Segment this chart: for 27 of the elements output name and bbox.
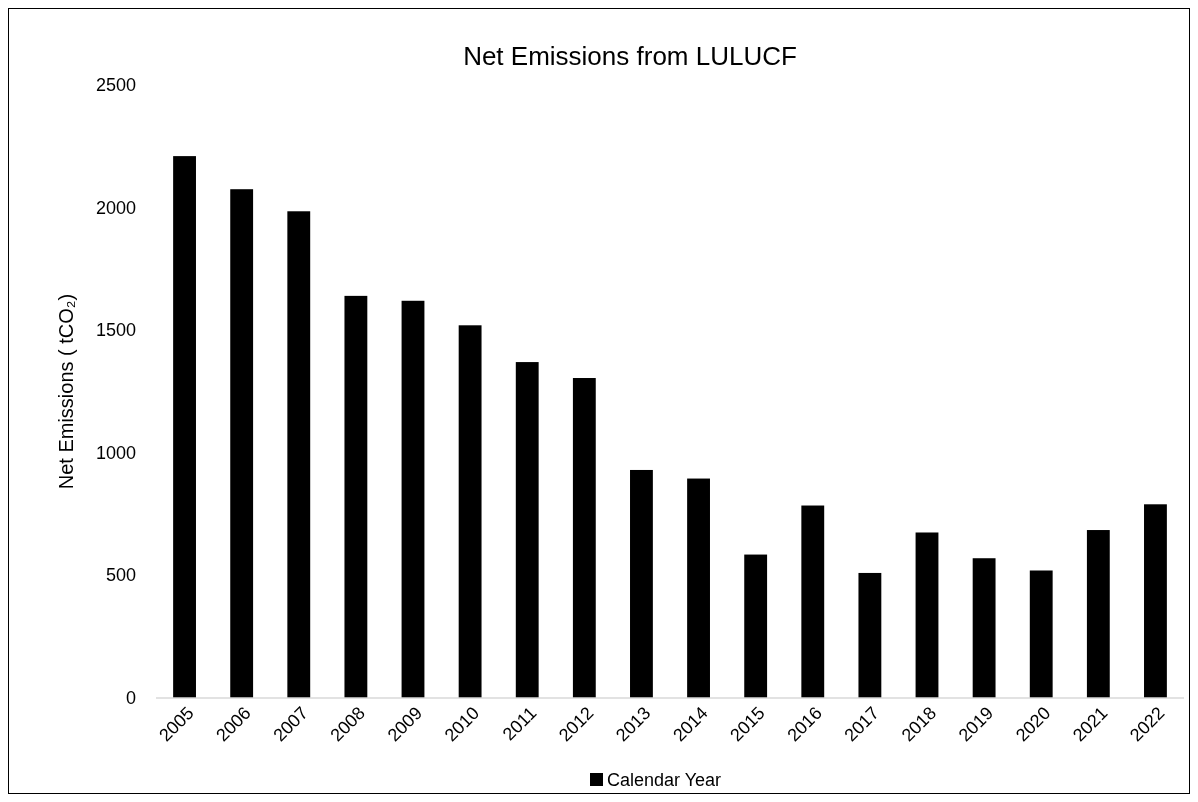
y-tick-label: 1500 [95, 320, 136, 341]
bar [344, 295, 368, 698]
bar [401, 300, 425, 698]
y-tick-label: 2500 [95, 75, 136, 95]
bar [458, 325, 482, 698]
bar [1086, 530, 1110, 698]
bar [972, 558, 996, 698]
y-tick-label: 500 [105, 565, 136, 586]
bar [1029, 570, 1053, 698]
y-tick-label: 2000 [95, 197, 136, 218]
bar [744, 554, 768, 698]
bar [572, 378, 596, 698]
bar [515, 362, 539, 698]
bar [801, 505, 825, 698]
bar [858, 572, 882, 698]
y-tick-label: 0 [125, 688, 136, 708]
bar [1144, 504, 1167, 698]
legend-label: Calendar Year [607, 770, 722, 790]
chart-title: Net Emissions from LULUCF [463, 41, 797, 71]
bar [287, 211, 311, 698]
bar [230, 189, 254, 698]
bar [630, 469, 653, 698]
bar [915, 532, 939, 698]
y-tick-label: 1000 [95, 442, 136, 463]
y-axis-title: Net Emissions ( tCO₂) [55, 293, 77, 490]
bar [687, 478, 710, 698]
bar [173, 156, 196, 698]
